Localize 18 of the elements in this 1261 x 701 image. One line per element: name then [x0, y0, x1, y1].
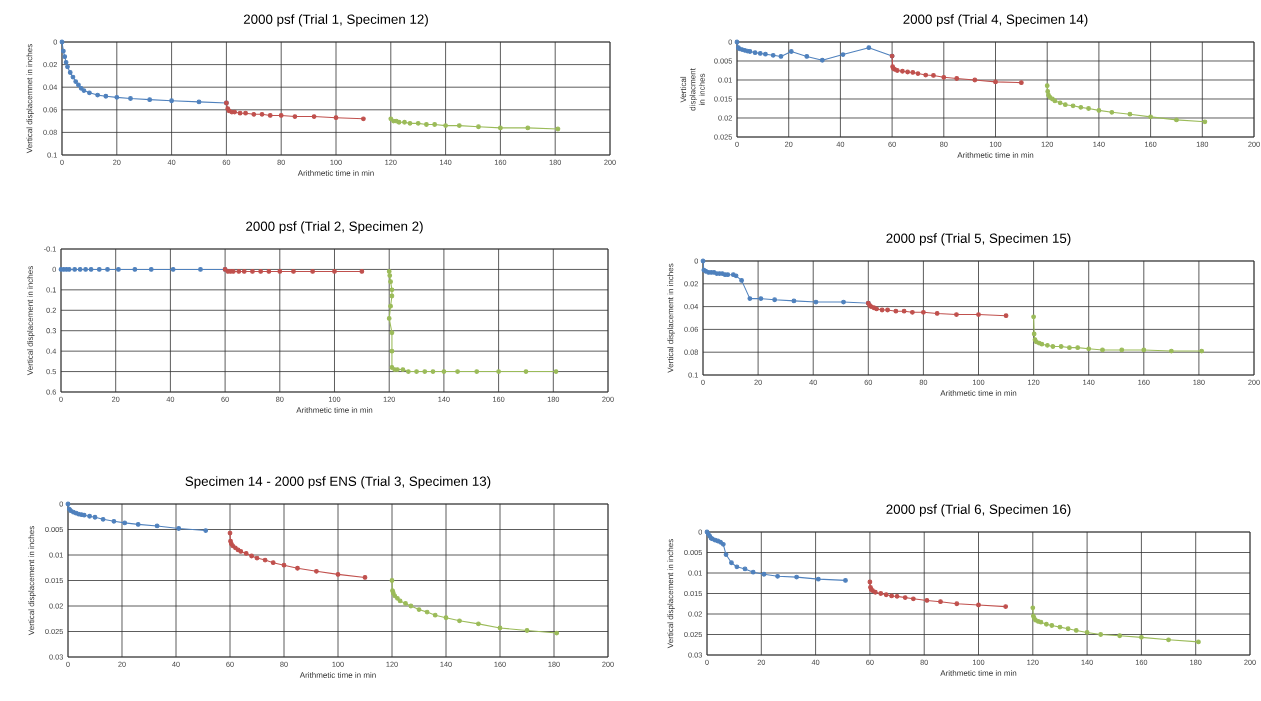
x-axis-title: Arithmetic time in min — [940, 670, 1017, 676]
y-axis-title: Vertical displacement in inches — [28, 526, 36, 636]
chart-title: 2000 psf (Trial 4, Specimen 14) — [903, 14, 1088, 27]
y-axis-title: Vertical displacement in inches — [667, 539, 675, 649]
y-axis-title: Vertical displacement in inches — [667, 263, 675, 373]
x-axis-title: Arithmetic time in min — [296, 407, 373, 413]
x-axis-title: Arithmetic time in min — [957, 152, 1034, 158]
chart-title: 2000 psf (Trial 1, Specimen 12) — [243, 14, 428, 27]
x-axis-title: Arithmetic time in min — [297, 170, 374, 176]
chart-title: 2000 psf (Trial 5, Specimen 15) — [886, 233, 1071, 246]
y-axis-title: Vertical displacment in inches — [680, 68, 705, 111]
x-axis-title: Arithmetic time in min — [940, 390, 1017, 396]
chart-title: Specimen 14 - 2000 psf ENS (Trial 3, Specimen 13) — [185, 476, 491, 489]
y-axis-title: Vertical displacemnet in inches — [26, 44, 34, 154]
y-axis-title: Vertical displacement in inches — [27, 266, 35, 376]
chart-title: 2000 psf (Trial 2, Specimen 2) — [246, 221, 423, 234]
chart-title: 2000 psf (Trial 6, Specimen 16) — [886, 504, 1071, 517]
x-axis-title: Arithmetic time in min — [299, 672, 376, 678]
